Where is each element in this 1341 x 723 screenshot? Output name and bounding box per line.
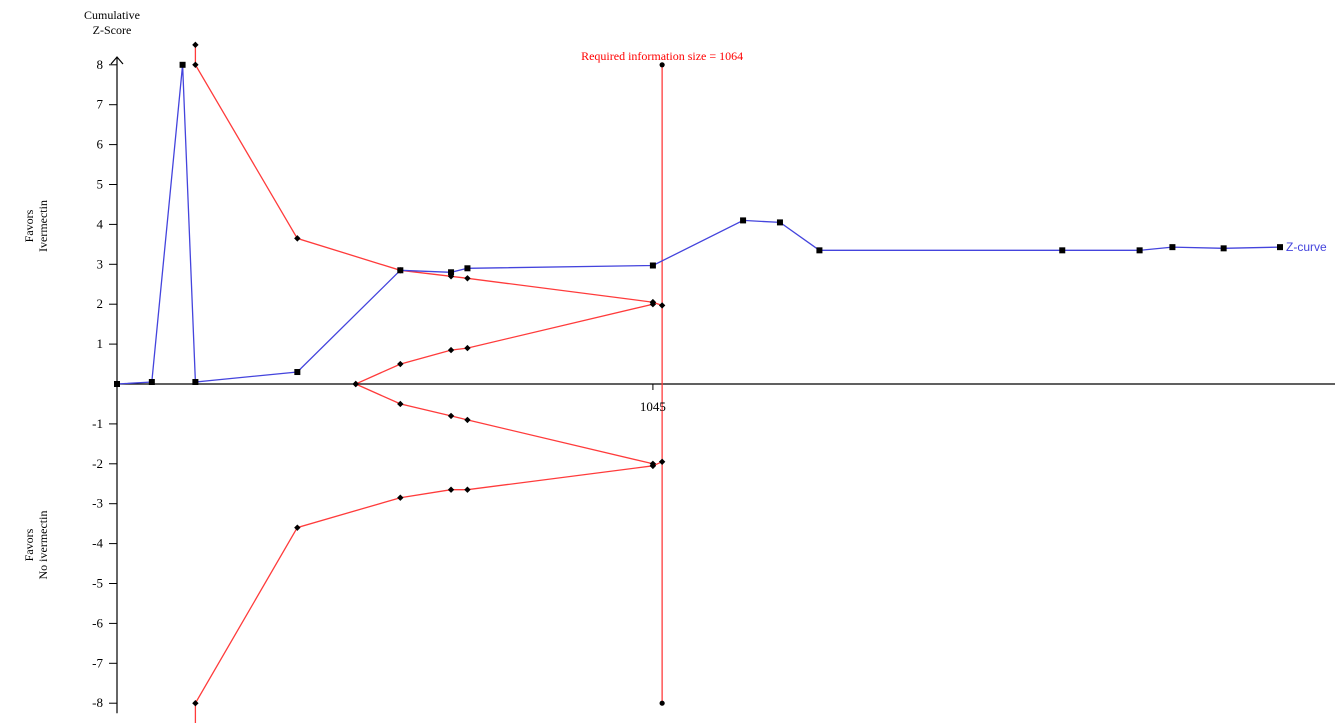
x-tick-label: 1045 <box>640 399 666 414</box>
series-points <box>114 41 1283 707</box>
required-information-size-label: Required information size = 1064 <box>581 49 743 63</box>
lower-boundary-line <box>194 465 653 723</box>
favors-ivermectin-label: Favors <box>22 209 36 242</box>
ris-top-marker <box>659 62 665 68</box>
z-curve-point <box>1169 244 1176 251</box>
z-curve-point <box>294 369 301 376</box>
z-curve-line <box>116 64 1281 385</box>
y-tick-label: 1 <box>97 336 104 351</box>
upper-boundary-point <box>658 302 666 309</box>
inner-upper-boundary-point <box>464 344 471 352</box>
upper-boundary-point <box>192 41 199 49</box>
upper-boundary-line <box>194 44 663 307</box>
lower-boundary-point <box>397 494 404 501</box>
y-tick-label: -2 <box>92 456 103 471</box>
inner-upper-boundary-point <box>447 346 455 354</box>
z-curve-point <box>649 262 656 269</box>
inner-upper-boundary-point <box>397 360 404 368</box>
z-curve-point <box>397 267 404 274</box>
y-tick-label: 7 <box>97 97 104 112</box>
inner-lower-boundary-point <box>447 412 455 420</box>
chart-text: -8-7-6-5-4-3-2-1123456781045CumulativeZ-… <box>22 8 1327 710</box>
lower-boundary-point <box>464 486 471 493</box>
y-tick-label: -7 <box>92 655 103 670</box>
inner-upper-boundary-point <box>649 299 657 306</box>
axes <box>109 56 1335 714</box>
lower-boundary-point <box>447 486 455 493</box>
lower-boundary-point <box>294 524 301 531</box>
y-tick-label: 3 <box>97 256 104 271</box>
z-curve-point <box>179 61 186 68</box>
y-tick-label: -4 <box>92 536 103 551</box>
upper-boundary-point <box>294 235 301 242</box>
z-curve-point <box>776 219 783 226</box>
inner-lower-boundary-point <box>352 380 359 388</box>
inner-upper-boundary-line <box>355 302 654 385</box>
lower-boundary-point <box>192 700 199 707</box>
y-tick-label: -3 <box>92 496 103 511</box>
z-curve-point <box>816 247 823 254</box>
upper-boundary-point <box>192 61 199 68</box>
y-tick-label: 6 <box>97 137 104 152</box>
z-curve-point <box>464 265 471 272</box>
z-curve-point <box>1136 247 1143 254</box>
inner-lower-boundary-point <box>397 400 404 408</box>
y-tick-label: -1 <box>92 416 103 431</box>
y-tick-label: 8 <box>97 57 104 72</box>
z-curve-point <box>1059 247 1066 254</box>
y-tick-label: 4 <box>97 216 104 231</box>
favors-no-ivermectin-label: Favors <box>22 528 36 561</box>
inner-lower-boundary-line <box>355 383 663 467</box>
inner-lower-boundary-point <box>658 458 666 466</box>
y-axis-title-line: Z-Score <box>93 23 132 37</box>
y-tick-label: 2 <box>97 296 104 311</box>
z-curve-point <box>192 379 199 386</box>
favors-ivermectin-label: Ivermectin <box>36 200 50 252</box>
y-axis-title-line: Cumulative <box>84 8 140 22</box>
z-curve-point <box>148 379 155 386</box>
y-tick-label: 5 <box>97 177 104 192</box>
y-axis-arrow <box>110 56 124 65</box>
z-curve-point <box>1220 245 1227 252</box>
favors-no-ivermectin-label: No ivermectin <box>36 511 50 580</box>
inner-lower-boundary-point <box>649 462 657 469</box>
upper-boundary-point <box>464 275 471 282</box>
z-curve-point <box>114 381 120 387</box>
y-tick-label: -8 <box>92 695 103 710</box>
z-curve-point <box>1277 244 1283 251</box>
z-curve-point <box>740 217 747 224</box>
y-tick-label: -5 <box>92 576 103 591</box>
z-curve-point <box>448 269 455 276</box>
inner-lower-boundary-point <box>464 416 471 424</box>
z-curve-label: Z-curve <box>1286 240 1327 254</box>
y-tick-label: -6 <box>92 615 103 630</box>
ris-bottom-marker <box>659 700 665 706</box>
